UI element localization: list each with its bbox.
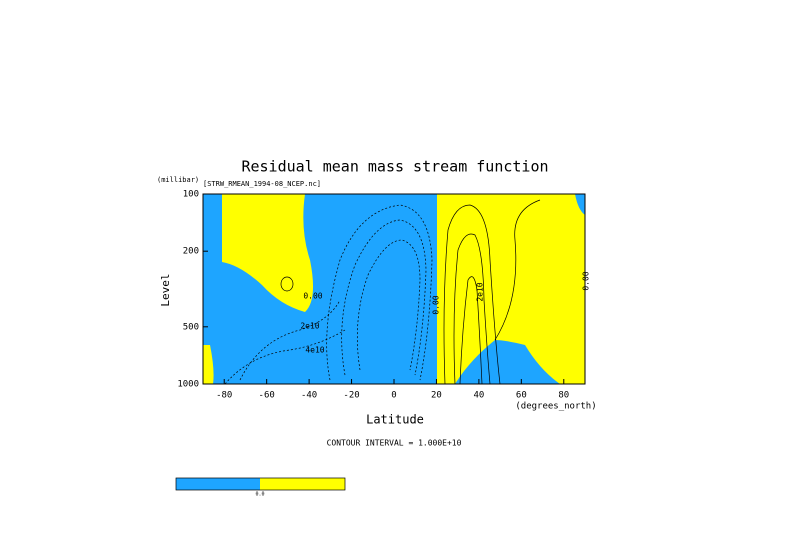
x-tick-label: -20	[343, 391, 359, 401]
footnote: CONTOUR INTERVAL = 1.000E+10	[327, 439, 462, 448]
contour-line	[453, 233, 491, 385]
contour-line	[341, 219, 427, 376]
positive-region	[437, 194, 585, 384]
contour-label: 2e10	[476, 282, 485, 301]
y-tick-label: 100	[183, 190, 199, 200]
contour-label: 4e10	[305, 346, 324, 355]
colorbar-label: 0.0	[255, 492, 264, 498]
contour-label: 2e10	[300, 322, 319, 331]
x-tick-label: 20	[431, 391, 442, 401]
x-axis-label: Latitude	[366, 413, 424, 427]
x-tick-label: -80	[216, 391, 232, 401]
contour-label: 0.00	[582, 271, 591, 290]
contour-line	[224, 329, 346, 385]
contour-line	[494, 199, 541, 341]
x-tick-label: 80	[558, 391, 569, 401]
y-tick-label: 200	[183, 247, 199, 257]
x-tick-label: -40	[301, 391, 317, 401]
y-tick-label: 500	[183, 322, 199, 332]
contour-label: 0.00	[432, 295, 441, 314]
subtitle: [STRW_RMEAN_1994-08_NCEP.nc]	[203, 180, 321, 188]
contour-lines	[224, 199, 541, 385]
contour-line	[443, 204, 501, 385]
colorbar-frame	[175, 477, 346, 491]
contour-line	[239, 299, 341, 381]
y-tick-label: 1000	[177, 380, 199, 390]
positive-regions	[203, 194, 585, 384]
x-tick-label: 60	[516, 391, 527, 401]
contour-line	[326, 204, 433, 381]
y-axis-label: Level	[159, 273, 172, 306]
colorbar-swatch	[176, 478, 260, 490]
contour-label: 0.00	[303, 292, 322, 301]
contour-line	[459, 276, 483, 385]
x-tick-label: -60	[259, 391, 275, 401]
contour-line	[357, 239, 421, 371]
contour-line	[280, 276, 294, 292]
positive-region	[222, 194, 314, 312]
x-tick-label: 40	[473, 391, 484, 401]
x-tick-label: 0	[391, 391, 396, 401]
colorbar-swatch	[260, 478, 345, 490]
chart-title: Residual mean mass stream function	[241, 158, 548, 176]
positive-region	[203, 345, 214, 384]
y-units: (millibar)	[157, 176, 199, 184]
x-units: (degrees_north)	[515, 402, 596, 412]
